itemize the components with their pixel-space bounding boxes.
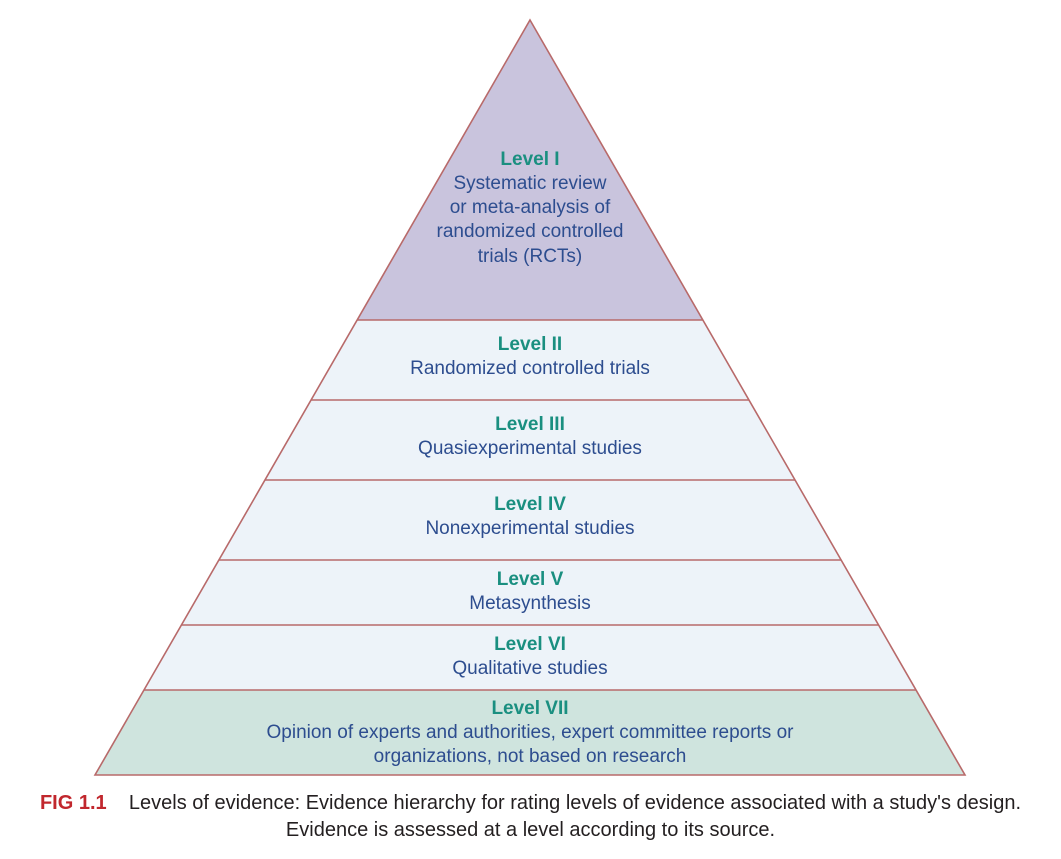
pyramid-slice-level-5 [181,560,878,625]
figure-caption-text: Levels of evidence: Evidence hierarchy f… [129,792,1021,841]
figure-stage: Level ISystematic reviewor meta-analysis… [0,0,1061,859]
pyramid-slice-level-2 [311,320,749,400]
figure-label: FIG 1.1 [40,792,107,814]
pyramid-slice-level-4 [219,480,841,560]
pyramid-slice-level-7 [95,690,965,775]
evidence-pyramid [0,0,1061,859]
pyramid-slice-level-3 [265,400,795,480]
figure-caption: FIG 1.1 Levels of evidence: Evidence hie… [31,790,1031,844]
pyramid-slice-level-6 [144,625,916,690]
pyramid-slice-level-1 [357,20,703,320]
